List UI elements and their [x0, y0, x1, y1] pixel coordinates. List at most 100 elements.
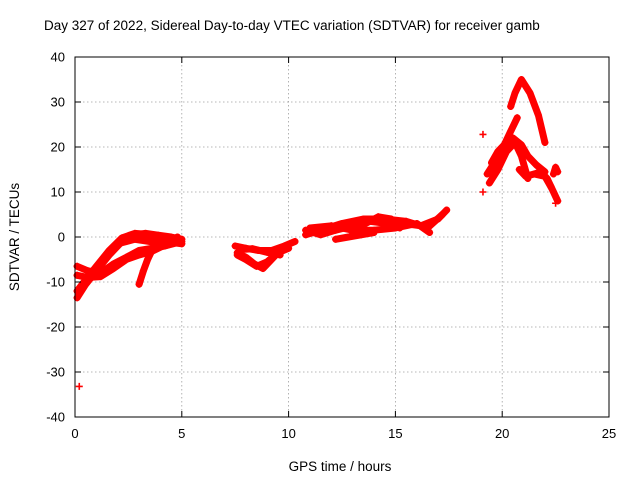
data-point — [494, 166, 502, 173]
data-point — [248, 245, 256, 253]
axis-ticks: 0 5 10 15 20 25 -40 -30 -20 -10 0 10 20 30 40 — [46, 50, 616, 442]
data-point — [426, 229, 434, 236]
series-arc-c5 — [349, 213, 404, 236]
data-point — [552, 199, 560, 207]
data-point — [361, 220, 369, 227]
data-point — [131, 235, 139, 243]
data-point — [84, 267, 92, 275]
data-point — [511, 139, 519, 146]
data-point — [537, 168, 545, 176]
data-point — [515, 166, 523, 173]
y-tick-label: -20 — [46, 320, 65, 335]
x-tick-label: 25 — [602, 426, 616, 441]
data-point — [144, 256, 152, 263]
data-series — [73, 76, 562, 390]
data-point — [530, 170, 538, 178]
data-point — [97, 273, 105, 281]
y-tick-label: 10 — [51, 185, 65, 200]
data-point — [507, 127, 515, 135]
data-point — [532, 161, 540, 169]
data-point — [479, 188, 487, 196]
data-point — [370, 229, 378, 236]
data-point — [349, 229, 357, 236]
data-point — [524, 152, 532, 160]
y-tick-label: 40 — [51, 50, 65, 65]
data-point — [488, 159, 496, 167]
data-point — [526, 89, 534, 97]
data-point — [357, 231, 365, 239]
series-arc-a6 — [114, 235, 186, 250]
data-point — [554, 168, 562, 176]
x-axis-label: GPS time / hours — [289, 459, 392, 474]
data-point — [131, 229, 139, 237]
data-point — [291, 238, 299, 245]
chart-title: Day 327 of 2022, Sidereal Day-to-day VTE… — [44, 18, 540, 33]
data-point — [396, 224, 404, 232]
series-arc-d7 — [549, 163, 562, 178]
series-arc-d1 — [507, 76, 549, 146]
y-tick-label: -40 — [46, 410, 65, 425]
data-point — [483, 170, 491, 178]
data-point — [494, 148, 502, 155]
data-point — [517, 76, 525, 83]
data-point — [543, 175, 551, 182]
data-point — [511, 89, 519, 97]
x-tick-label: 5 — [178, 426, 185, 441]
data-point — [507, 103, 515, 110]
x-tick-label: 10 — [281, 426, 295, 441]
y-tick-label: 0 — [58, 230, 65, 245]
data-point — [84, 274, 92, 281]
series-trace — [236, 245, 284, 259]
series-arc-d4 — [485, 139, 532, 187]
data-point — [306, 224, 314, 232]
data-point — [75, 382, 83, 390]
data-point — [387, 215, 395, 223]
data-point — [135, 251, 143, 259]
x-tick-label: 0 — [71, 426, 78, 441]
data-point — [502, 148, 510, 155]
data-point — [122, 256, 130, 263]
series-arc-c4 — [332, 229, 378, 243]
y-tick-label: 30 — [51, 95, 65, 110]
data-point — [139, 267, 147, 275]
data-point — [276, 251, 284, 259]
data-point — [344, 233, 352, 241]
data-point — [135, 280, 143, 288]
y-tick-label: -10 — [46, 275, 65, 290]
series-trace — [332, 229, 378, 243]
data-point — [231, 242, 239, 250]
x-tick-label: 15 — [388, 426, 402, 441]
data-point — [479, 130, 487, 138]
data-point — [141, 230, 149, 238]
data-point — [535, 112, 543, 119]
data-point — [109, 265, 117, 272]
data-point — [500, 141, 508, 149]
data-point — [161, 242, 169, 250]
data-point — [259, 265, 267, 272]
data-point — [549, 170, 557, 178]
x-tick-label: 20 — [495, 426, 509, 441]
data-point — [374, 213, 382, 221]
data-point — [263, 248, 271, 256]
data-point — [92, 262, 100, 270]
data-point — [413, 220, 421, 227]
y-tick-label: -30 — [46, 365, 65, 380]
data-point — [552, 163, 560, 171]
data-point — [105, 247, 113, 254]
series-outliers — [75, 130, 560, 390]
series-arc-b4 — [235, 245, 284, 259]
data-point — [114, 240, 122, 248]
data-point — [549, 188, 557, 196]
data-point — [250, 260, 258, 268]
data-point — [242, 253, 250, 261]
data-point — [485, 179, 493, 187]
data-point — [285, 244, 293, 252]
y-axis-label: SDTVAR / TECUs — [7, 183, 22, 292]
series-trace — [507, 76, 549, 146]
data-point — [302, 231, 310, 239]
data-point — [327, 222, 335, 230]
data-point — [332, 235, 340, 243]
data-point — [438, 211, 446, 218]
data-point — [146, 238, 154, 245]
